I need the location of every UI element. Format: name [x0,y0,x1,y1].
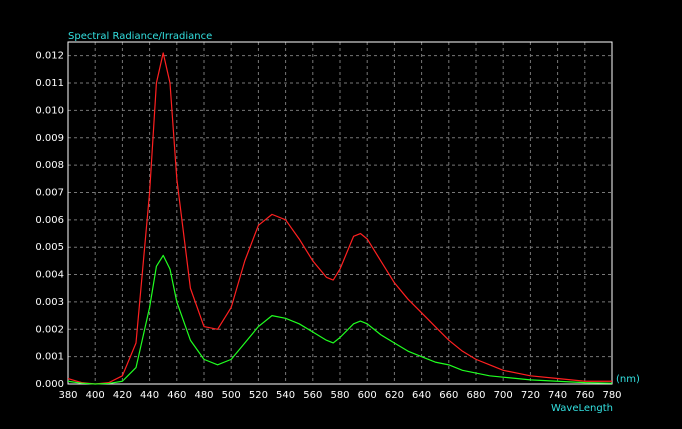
y-tick-label: 0.005 [35,242,64,253]
x-tick-label: 640 [412,390,431,401]
y-tick-label: 0.000 [35,379,64,390]
x-tick-label: 720 [521,390,540,401]
y-tick-label: 0.008 [35,160,64,171]
series-line [67,254,613,385]
x-tick-label: 420 [113,390,132,401]
y-tick-label: 0.007 [35,187,64,198]
x-tick-label: 380 [58,390,77,401]
y-tick-label: 0.001 [35,352,64,363]
x-tick-label: 540 [276,390,295,401]
series-line [67,52,612,385]
x-tick-label: 480 [194,390,213,401]
x-tick-label: 660 [439,390,458,401]
x-tick-label: 780 [602,390,621,401]
x-tick-label: 700 [494,390,513,401]
y-tick-label: 0.009 [35,133,64,144]
x-tick-label: 620 [385,390,404,401]
x-tick-label: 600 [358,390,377,401]
x-tick-label: 680 [466,390,485,401]
y-tick-label: 0.011 [35,78,64,89]
x-axis-label: WaveLength [551,403,613,414]
x-tick-label: 740 [548,390,567,401]
chart-title: Spectral Radiance/Irradiance [68,31,212,42]
x-tick-label: 400 [86,390,105,401]
y-tick-label: 0.004 [35,270,64,281]
x-unit: (nm) [616,374,640,385]
x-tick-label: 440 [140,390,159,401]
x-tick-label: 520 [249,390,268,401]
y-tick-label: 0.006 [35,215,64,226]
plot-border [67,41,613,385]
x-tick-label: 560 [303,390,322,401]
x-tick-label: 760 [575,390,594,401]
y-tick-label: 0.012 [35,51,64,62]
y-tick-label: 0.010 [35,105,64,116]
x-tick-label: 580 [330,390,349,401]
x-tick-label: 500 [222,390,241,401]
y-tick-label: 0.003 [35,297,64,308]
y-tick-label: 0.002 [35,324,64,335]
x-tick-label: 460 [167,390,186,401]
